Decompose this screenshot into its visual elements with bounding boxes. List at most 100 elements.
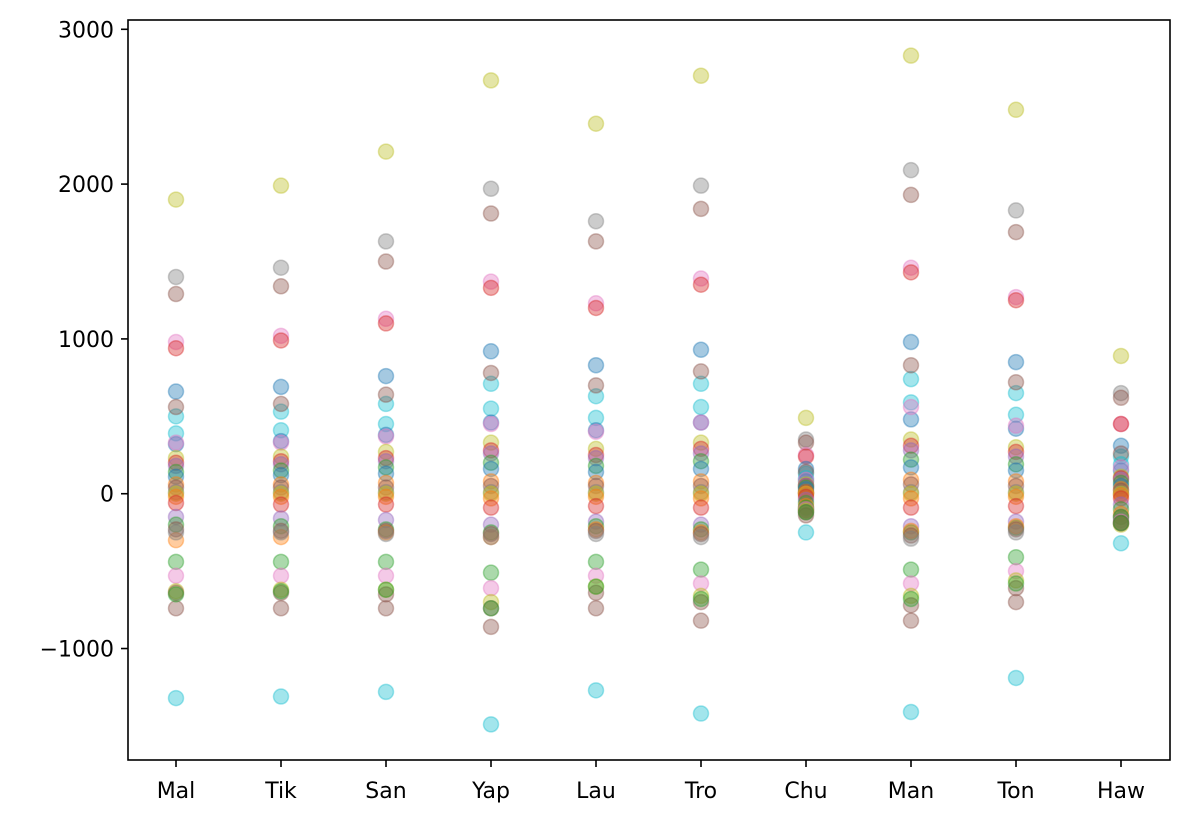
data-point (1112, 415, 1130, 433)
data-point (692, 561, 710, 578)
data-point (587, 525, 605, 543)
data-point (692, 440, 710, 458)
data-point (797, 471, 815, 489)
data-point (482, 180, 500, 197)
data-point (902, 411, 920, 428)
data-point (377, 449, 395, 467)
data-point (377, 553, 395, 571)
data-point (797, 488, 815, 506)
data-point (692, 414, 710, 431)
data-point (272, 395, 290, 413)
data-point (902, 47, 920, 64)
data-point (377, 443, 395, 461)
data-point (692, 200, 710, 218)
data-point (1112, 490, 1130, 507)
x-tick-label: San (365, 779, 406, 804)
data-point (1007, 406, 1025, 424)
data-point (272, 581, 290, 598)
data-point (1007, 579, 1025, 597)
data-point (167, 449, 185, 467)
data-point (482, 434, 500, 451)
data-point (167, 600, 185, 617)
data-point (167, 191, 185, 208)
data-point (167, 584, 185, 602)
data-point (482, 460, 500, 478)
data-point (1007, 519, 1025, 537)
data-point (167, 408, 185, 425)
data-point (1007, 439, 1025, 456)
data-point (482, 343, 500, 360)
data-point (1112, 482, 1130, 499)
data-point (377, 567, 395, 585)
data-point (272, 488, 290, 506)
data-point (482, 205, 500, 222)
data-point (377, 253, 395, 270)
data-point (1112, 505, 1130, 523)
data-point (692, 525, 710, 543)
data-point (272, 259, 290, 276)
data-point (1007, 420, 1025, 437)
data-point (482, 400, 500, 417)
data-point (377, 485, 395, 502)
data-point (272, 510, 290, 527)
data-point (692, 483, 710, 501)
data-point (1112, 471, 1130, 489)
data-point (587, 213, 605, 230)
data-point (692, 473, 710, 490)
data-point (692, 398, 710, 416)
data-point (1007, 374, 1025, 391)
data-point (692, 587, 710, 605)
data-point (902, 490, 920, 507)
x-tick-label: Chu (784, 779, 827, 804)
data-point (1007, 462, 1025, 479)
data-point (797, 504, 815, 521)
data-point (377, 310, 395, 328)
data-point (1112, 508, 1130, 526)
data-point (1007, 456, 1025, 473)
data-point (797, 476, 815, 493)
data-point (377, 488, 395, 506)
data-point (1112, 516, 1130, 533)
data-point (1112, 347, 1130, 365)
data-point (587, 477, 605, 495)
data-point (272, 432, 290, 450)
data-point (167, 485, 185, 502)
data-point (587, 446, 605, 464)
data-point (902, 356, 920, 374)
data-point (377, 479, 395, 496)
data-point (902, 527, 920, 544)
data-point (1007, 548, 1025, 566)
data-point (902, 590, 920, 608)
data-point (377, 233, 395, 250)
data-point (167, 268, 185, 286)
data-point (167, 383, 185, 400)
data-point (902, 485, 920, 502)
data-point (692, 363, 710, 380)
data-point (1112, 514, 1130, 532)
data-point (272, 485, 290, 502)
data-point (902, 398, 920, 416)
data-point (167, 508, 185, 526)
data-point (1112, 535, 1130, 552)
data-point (587, 584, 605, 602)
data-point (1112, 468, 1130, 485)
data-point (272, 528, 290, 546)
data-point (482, 483, 500, 501)
data-point (377, 315, 395, 332)
data-point (482, 72, 500, 89)
data-point (1112, 513, 1130, 530)
y-tick-label: 0 (100, 483, 114, 508)
data-point (377, 683, 395, 701)
data-point (587, 578, 605, 595)
data-point (1007, 417, 1025, 434)
axes-layer: −1000 0 1000 2000 3000 Mal Tik San Yap Lau Tro Chu M… (40, 18, 1171, 804)
data-point (587, 474, 605, 492)
data-point (1007, 223, 1025, 241)
data-point (902, 561, 920, 578)
data-point (797, 524, 815, 541)
data-point (902, 587, 920, 605)
data-point (1007, 572, 1025, 589)
data-point (377, 496, 395, 513)
data-point (482, 414, 500, 431)
